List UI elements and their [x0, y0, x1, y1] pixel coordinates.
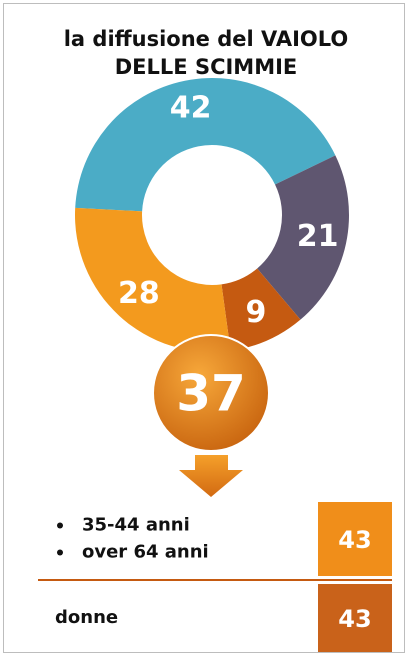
frame	[3, 3, 405, 653]
group-item: 35-44 anni	[82, 515, 190, 536]
segment-label: 28	[118, 276, 160, 311]
value-box	[318, 584, 392, 652]
donut-segment	[257, 155, 349, 320]
bullet	[57, 549, 63, 556]
bullet	[57, 522, 63, 529]
value-box	[318, 502, 392, 576]
title-line: DELLE SCIMMIE	[115, 55, 298, 79]
group-item: donne	[55, 607, 118, 628]
segment-label: 42	[170, 91, 212, 126]
group-item: over 64 anni	[82, 542, 209, 563]
title-line: la diffusione del VAIOLO	[64, 27, 349, 51]
group-value: 43	[338, 526, 371, 554]
highlight-circle	[152, 334, 270, 452]
donut-segment	[74, 207, 231, 352]
donut-segment	[221, 268, 301, 351]
segment-label: 21	[297, 219, 339, 254]
highlight-value: 37	[176, 365, 246, 423]
donut-segment	[75, 78, 336, 212]
segment-label: 9	[245, 295, 266, 330]
group-value: 43	[338, 605, 371, 633]
arrow	[179, 455, 243, 497]
